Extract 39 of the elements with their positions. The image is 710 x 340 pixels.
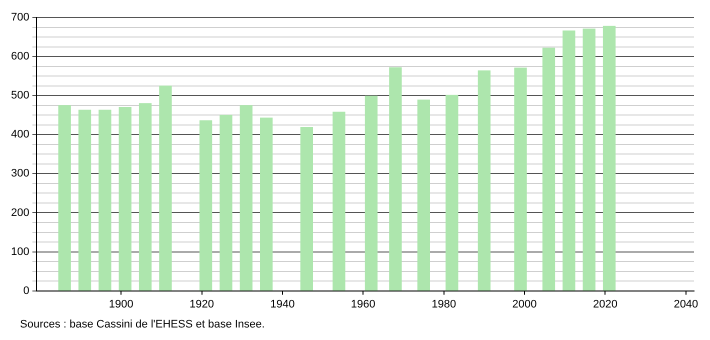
y-tick-label: 0 <box>23 284 30 297</box>
bar <box>364 96 378 291</box>
bar <box>514 68 527 291</box>
x-tick-label: 1900 <box>108 298 134 310</box>
bar <box>562 30 576 291</box>
bar <box>602 26 616 291</box>
x-tick-label: 1960 <box>350 298 376 310</box>
y-tick-label: 400 <box>10 128 30 141</box>
bar <box>389 67 402 291</box>
bar <box>260 118 273 291</box>
bar <box>58 105 71 291</box>
x-tick-label: 1920 <box>190 298 214 310</box>
y-tick-label: 300 <box>10 168 30 180</box>
bar <box>542 48 556 291</box>
bar <box>446 94 458 291</box>
bar <box>478 70 491 291</box>
bar <box>300 126 314 291</box>
bar <box>582 28 596 291</box>
x-tick-label: 2040 <box>674 298 698 310</box>
x-tick-label: 1940 <box>270 298 295 310</box>
bar <box>78 110 92 291</box>
bar <box>138 103 152 291</box>
bar <box>98 110 112 291</box>
bar <box>240 105 252 291</box>
bar <box>220 114 232 291</box>
bar <box>332 112 346 291</box>
y-tick-label: 100 <box>10 246 30 258</box>
y-tick-label: 600 <box>10 50 30 63</box>
source-note: Sources : base Cassini de l'EHESS et base Insee. <box>20 318 265 331</box>
y-tick-label: 500 <box>10 90 30 102</box>
x-tick-label: 2020 <box>592 298 618 310</box>
bar <box>159 86 172 291</box>
bar <box>417 100 430 291</box>
x-tick-label: 2000 <box>512 298 537 310</box>
bar <box>199 120 212 291</box>
y-tick-label: 200 <box>10 206 30 219</box>
bar <box>118 107 132 291</box>
x-tick-label: 1980 <box>432 298 456 310</box>
y-tick-label: 700 <box>10 12 30 24</box>
